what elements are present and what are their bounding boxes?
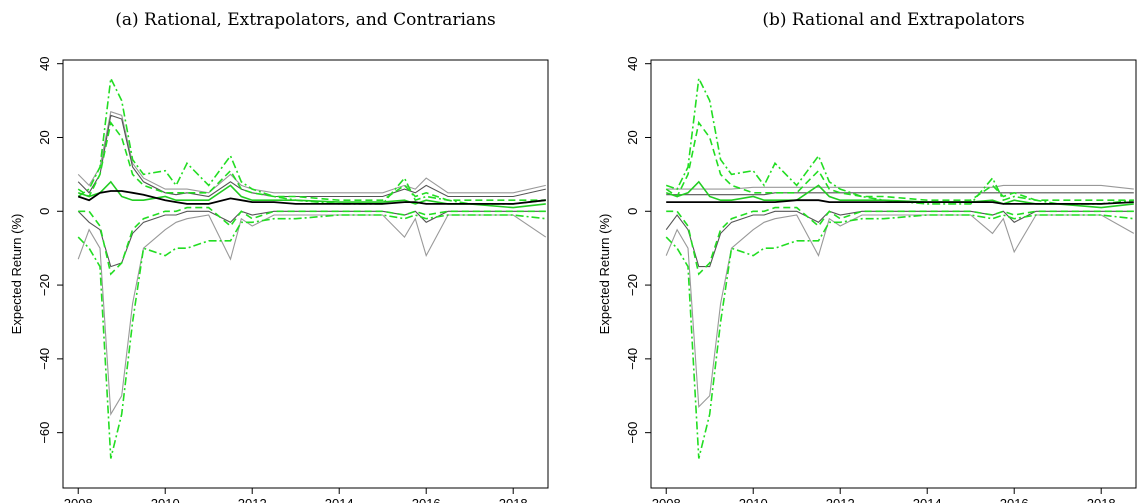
panel-title: (b) Rational and Extrapolators [762,10,1024,30]
x-tick-label: 2008 [64,496,93,503]
series-line [77,190,546,205]
series-line [77,110,546,194]
series-line [77,75,546,205]
y-tick-label: −20 [37,274,52,296]
series-line [665,120,1134,201]
x-tick-label: 2008 [652,496,681,503]
y-tick-label: −60 [37,422,52,444]
series-line [666,199,1134,205]
plot-frame [62,59,549,489]
y-axis-label: Expected Return (%) [9,214,24,335]
y-tick-label: −60 [625,422,640,444]
x-tick-label: 2012 [826,496,855,503]
series-line [666,206,1134,276]
x-tick-label: 2016 [412,496,441,503]
series-line [77,120,546,201]
series-line [77,180,546,209]
y-tick-label: 20 [625,130,640,144]
series-line [77,214,547,417]
y-tick-label: 40 [625,56,640,70]
series-line [665,75,1134,205]
series-line [78,206,546,276]
panel-title: (a) Rational, Extrapolators, and Contrar… [115,10,496,30]
series-line [77,214,546,459]
series-line [77,114,546,198]
series-line [666,192,1134,196]
y-tick-label: −40 [37,348,52,370]
series-line [665,214,1134,459]
series-line [665,180,1134,209]
y-tick-label: 20 [37,130,52,144]
x-tick-label: 2012 [238,496,267,503]
plot-frame [650,59,1137,489]
x-tick-label: 2014 [913,496,942,503]
x-tick-label: 2014 [325,496,354,503]
x-tick-label: 2010 [151,496,180,503]
y-axis-label: Expected Return (%) [597,214,612,335]
x-tick-label: 2016 [1000,496,1029,503]
series-line [77,210,546,268]
y-tick-label: −40 [625,348,640,370]
series-line [666,184,1134,190]
y-tick-label: 0 [625,208,640,215]
y-tick-label: −20 [625,274,640,296]
x-tick-label: 2018 [1087,496,1116,503]
x-tick-label: 2018 [499,496,528,503]
y-tick-label: 0 [37,208,52,215]
series-line [665,214,1135,409]
x-tick-label: 2010 [739,496,768,503]
y-tick-label: 40 [37,56,52,70]
series-line [665,210,1134,268]
